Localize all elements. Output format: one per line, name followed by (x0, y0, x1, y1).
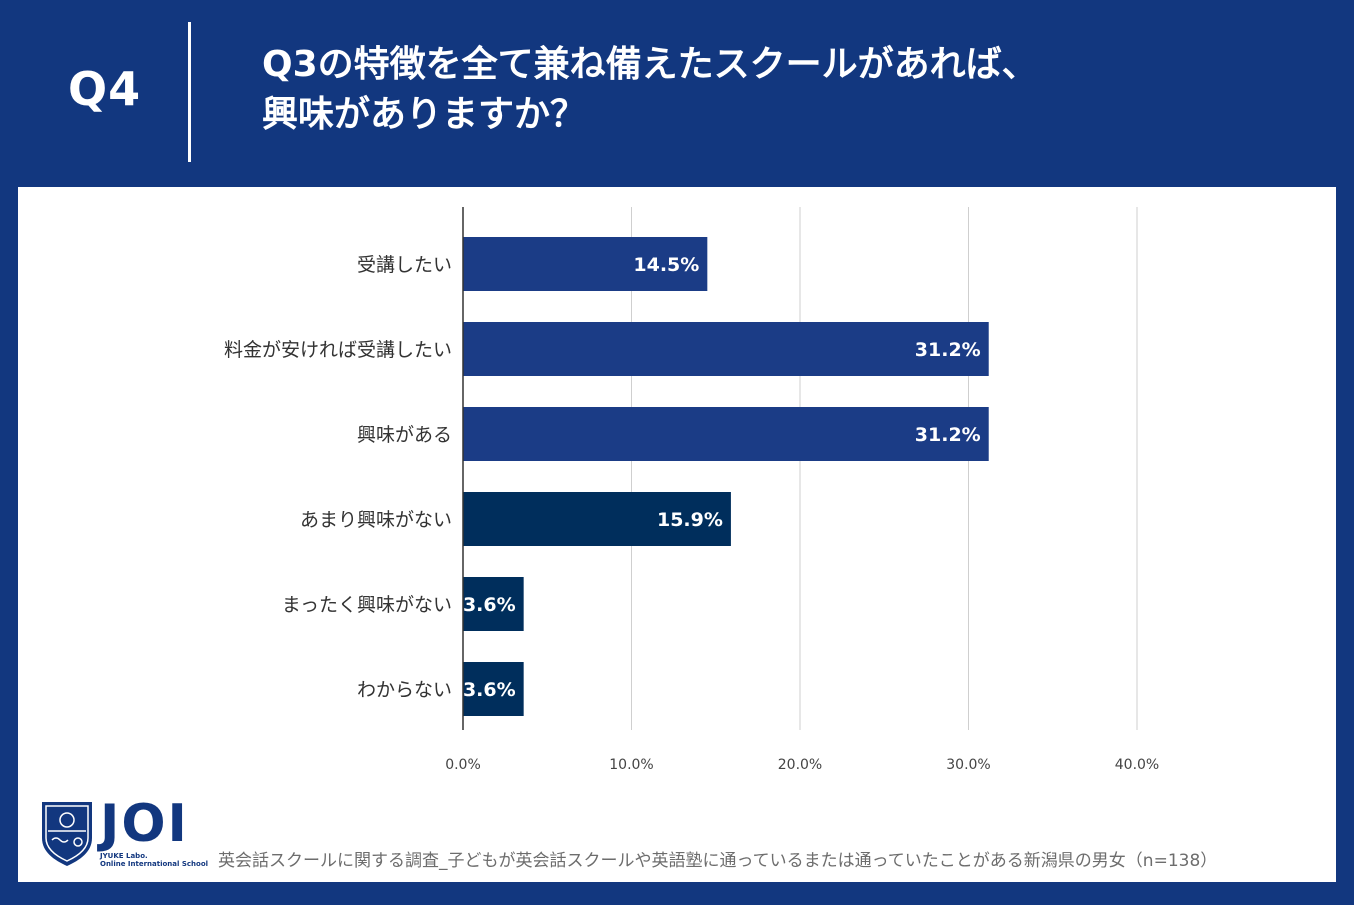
bar-chart: 0.0% 10.0% 20.0% 30.0% 40.0% 14.5% 受講したい 31.2% 料… (224, 207, 1159, 773)
joi-logo-icon (42, 802, 92, 866)
bar (463, 577, 524, 631)
bar (463, 237, 708, 291)
x-tick-label: 30.0% (946, 757, 990, 773)
x-tick-label: 10.0% (609, 757, 653, 773)
category-label: 興味がある (357, 424, 452, 446)
logo-subtitle: JYUKE Labo. Online International School (100, 852, 208, 868)
bar (463, 407, 989, 461)
logo-wordmark: JOI (100, 794, 189, 854)
category-label: まったく興味がない (282, 594, 452, 616)
chart-panel: 0.0% 10.0% 20.0% 30.0% 40.0% 14.5% 受講したい 31.2% 料… (18, 187, 1336, 882)
header-divider (188, 22, 191, 162)
logo-subtitle-line-1: JYUKE Labo. (100, 852, 148, 860)
question-title: Q3の特徴を全て兼ね備えたスクールがあれば、 興味がありますか？ (262, 40, 1312, 140)
question-title-line-1: Q3の特徴を全て兼ね備えたスクールがあれば、 (262, 44, 1038, 85)
question-title-line-2: 興味がありますか？ (262, 94, 587, 135)
data-label: 15.9% (657, 509, 723, 531)
data-label: 31.2% (915, 424, 981, 446)
bar (463, 322, 989, 376)
category-label: 料金が安ければ受講したい (224, 339, 452, 361)
x-tick-label: 40.0% (1115, 757, 1159, 773)
data-label: 3.6% (463, 679, 516, 701)
x-tick-label: 0.0% (445, 757, 481, 773)
bar (463, 492, 731, 546)
question-number: Q4 (68, 62, 142, 116)
logo-subtitle-line-2: Online International School (100, 860, 209, 868)
bar (463, 662, 524, 716)
survey-note: 英会話スクールに関する調査_子どもが英会話スクールや英語塾に通っているまたは通っ… (218, 851, 1218, 871)
category-label: あまり興味がない (300, 509, 452, 531)
category-label: 受講したい (357, 254, 452, 276)
x-tick-label: 20.0% (778, 757, 822, 773)
data-label: 31.2% (915, 339, 981, 361)
category-label: わからない (357, 679, 452, 701)
data-label: 14.5% (633, 254, 699, 276)
data-label: 3.6% (463, 594, 516, 616)
